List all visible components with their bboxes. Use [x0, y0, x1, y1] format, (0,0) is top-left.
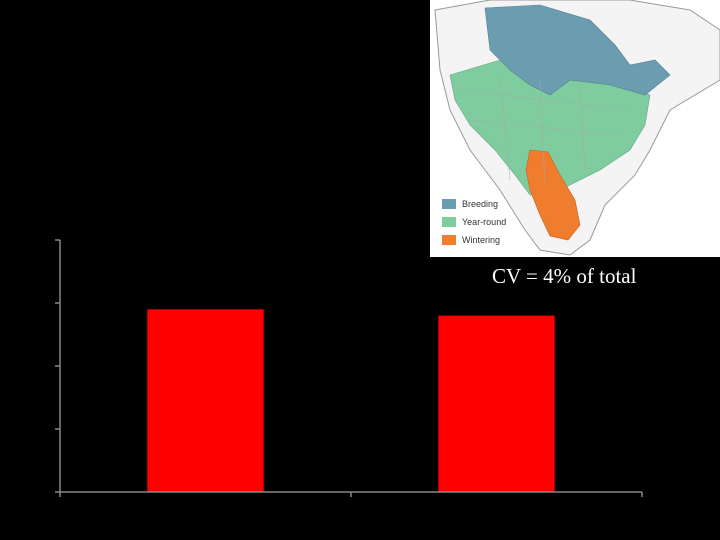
legend-label: Breeding [462, 199, 499, 209]
legend-label: Year-round [462, 217, 507, 227]
north-america-range-map-image [430, 0, 720, 257]
legend-item-breeding: Breeding [442, 195, 506, 213]
legend-item-wintering: Wintering [442, 231, 506, 249]
bar [147, 309, 264, 492]
year-round-swatch [442, 217, 456, 227]
legend-item-year-round: Year-round [442, 213, 506, 231]
wintering-swatch [442, 235, 456, 245]
map-legend: Breeding Year-round Wintering [442, 195, 506, 249]
breeding-swatch [442, 199, 456, 209]
cv-annotation: CV = 4% of total [492, 264, 637, 288]
range-map: Breeding Year-round Wintering [430, 0, 720, 257]
legend-label: Wintering [462, 235, 501, 245]
bar [438, 315, 555, 492]
